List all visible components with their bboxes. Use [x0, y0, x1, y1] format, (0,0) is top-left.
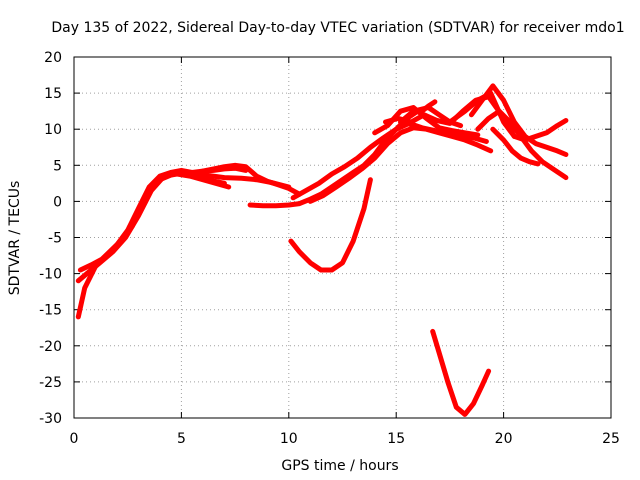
y-tick-label: -10	[39, 267, 62, 283]
series-track-dip-late	[430, 328, 492, 417]
axis-ticks: 0 5 10 15 20 25 -30 -25 -20 -15 -10 -5 0 5 10 15 20	[39, 50, 620, 447]
y-tick-label: 20	[44, 50, 62, 66]
x-tick-label: 20	[495, 431, 513, 447]
series-track-midday-3	[307, 125, 494, 204]
series-track-midday-2	[290, 120, 489, 201]
series-track-afternoon-4	[419, 99, 438, 114]
x-tick-label: 5	[177, 431, 186, 447]
series-track-early-3	[77, 170, 227, 273]
series-track-evening-1	[447, 90, 569, 143]
y-tick-label: -25	[39, 375, 62, 391]
x-tick-label: 15	[387, 431, 405, 447]
series-track-early-1	[75, 165, 249, 320]
series-track-evening-4	[490, 126, 541, 167]
series-track-evening-2	[468, 83, 569, 157]
y-tick-label: -20	[39, 339, 62, 355]
x-axis-label: GPS time / hours	[281, 458, 398, 474]
x-tick-label: 0	[70, 431, 79, 447]
series-track-dip-midday	[288, 177, 373, 273]
series-track-morning-b	[189, 171, 292, 190]
y-tick-label: 0	[53, 194, 62, 210]
series-track-evening-3	[475, 108, 569, 181]
series-track-midday-1	[247, 108, 421, 209]
series-group	[75, 83, 569, 417]
gridlines	[74, 57, 611, 418]
x-tick-label: 25	[602, 431, 620, 447]
y-tick-label: 10	[44, 122, 62, 138]
y-tick-label: 15	[44, 86, 62, 102]
y-tick-label: -15	[39, 303, 62, 319]
y-tick-label: -5	[48, 231, 62, 247]
chart-title: Day 135 of 2022, Sidereal Day-to-day VTE…	[51, 20, 624, 36]
x-tick-label: 10	[280, 431, 298, 447]
y-axis-label: SDTVAR / TECUs	[7, 181, 23, 296]
y-tick-label: -30	[39, 411, 62, 427]
y-tick-label: 5	[53, 158, 62, 174]
